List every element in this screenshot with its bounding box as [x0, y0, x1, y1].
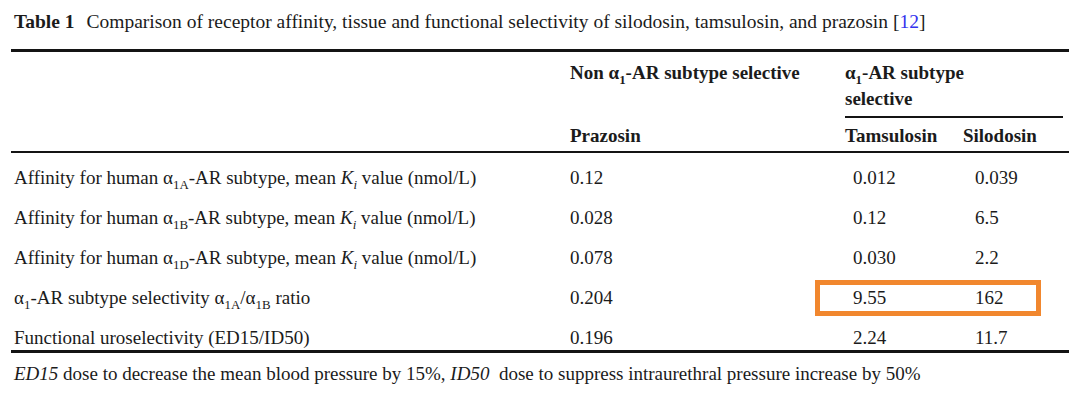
row-label: α1-AR subtype selectivity α1A/α1B ratio — [14, 278, 570, 318]
column-header-tamsulosin: Tamsulosin — [845, 125, 937, 147]
cell-prazosin: 0.028 — [570, 198, 853, 238]
table-title: Table 1 Comparison of receptor affinity, … — [14, 11, 925, 33]
cell-silodosin: 6.5 — [975, 198, 1080, 238]
cell-tamsulosin: 0.012 — [853, 158, 975, 198]
cell-tamsulosin: 9.55 — [853, 278, 975, 318]
rule-top — [11, 49, 1069, 52]
table-row: α1-AR subtype selectivity α1A/α1B ratio0… — [0, 278, 1080, 318]
group-header-non-selective: Non α1-AR subtype selective — [570, 60, 842, 86]
table-figure: Table 1 Comparison of receptor affinity, … — [0, 0, 1080, 403]
table-row: Affinity for human α1D-AR subtype, mean … — [0, 238, 1080, 278]
citation-number[interactable]: 12 — [899, 11, 919, 32]
rule-bottom — [11, 350, 1069, 353]
cell-prazosin: 0.204 — [570, 278, 853, 318]
citation-bracket-close: ] — [919, 11, 926, 32]
row-label: Affinity for human α1A-AR subtype, mean … — [14, 158, 570, 198]
table-row: Affinity for human α1B-AR subtype, mean … — [0, 198, 1080, 238]
column-header-prazosin: Prazosin — [570, 125, 641, 147]
group-header-selective: α1-AR subtype selective — [845, 60, 1017, 112]
table-number-label: Table 1 — [14, 11, 75, 32]
citation-link[interactable]: [12] — [893, 11, 926, 32]
row-label: Affinity for human α1D-AR subtype, mean … — [14, 238, 570, 278]
cell-tamsulosin: 0.12 — [853, 198, 975, 238]
cell-silodosin: 2.2 — [975, 238, 1080, 278]
row-label: Affinity for human α1B-AR subtype, mean … — [14, 198, 570, 238]
table-body: Affinity for human α1A-AR subtype, mean … — [0, 158, 1080, 358]
table-row: Affinity for human α1A-AR subtype, mean … — [0, 158, 1080, 198]
cell-prazosin: 0.12 — [570, 158, 853, 198]
column-header-silodosin: Silodosin — [963, 125, 1037, 147]
cell-prazosin: 0.078 — [570, 238, 853, 278]
cell-silodosin: 0.039 — [975, 158, 1080, 198]
rule-header — [11, 151, 1069, 153]
footnote: ED15 dose to decrease the mean blood pre… — [14, 363, 920, 385]
cell-silodosin: 162 — [975, 278, 1080, 318]
cell-tamsulosin: 0.030 — [853, 238, 975, 278]
table-title-text: Comparison of receptor affinity, tissue … — [87, 11, 889, 32]
rule-subgroup — [845, 116, 1063, 118]
